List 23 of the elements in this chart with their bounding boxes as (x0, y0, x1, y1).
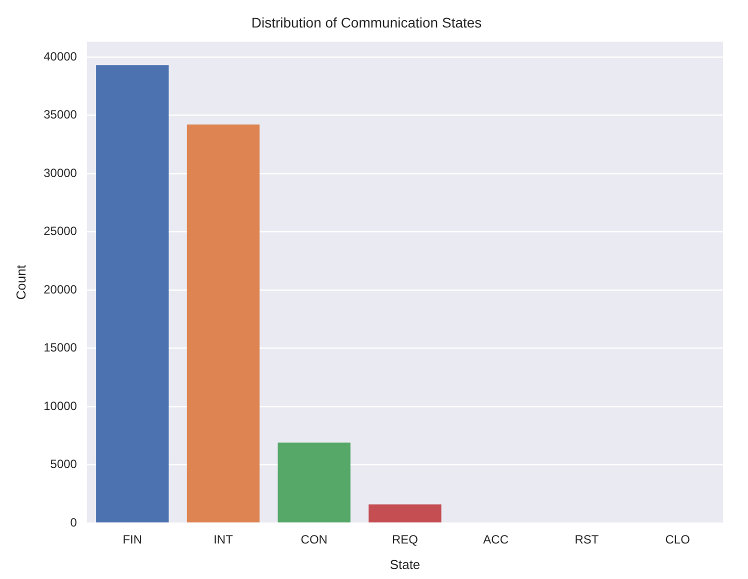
y-tick-label: 40000 (44, 49, 78, 64)
y-tick-label: 0 (70, 515, 78, 530)
x-tick-label: RST (574, 532, 600, 547)
bar (278, 442, 350, 522)
y-tick-label: 15000 (44, 340, 78, 355)
y-tick-label: 30000 (44, 166, 78, 180)
y-tick-label: 10000 (44, 398, 78, 413)
y-tick-label: 25000 (44, 224, 78, 238)
y-tick-label: 35000 (44, 108, 78, 122)
x-tick-label: FIN (122, 532, 142, 547)
y-tick-label: 20000 (44, 282, 78, 296)
x-tick-label: ACC (483, 532, 509, 547)
x-axis-title: State (390, 556, 420, 572)
y-tick-label: 5000 (50, 457, 78, 472)
chart-title: Distribution of Communication States (251, 14, 482, 30)
x-tick-label: CON (300, 532, 328, 547)
y-axis-title: Count (13, 264, 28, 300)
x-tick-label: CLO (665, 532, 690, 547)
x-tick-label: INT (214, 532, 234, 547)
bar (368, 504, 442, 522)
bar (186, 124, 260, 522)
x-tick-label: REQ (392, 532, 418, 547)
bar (96, 65, 169, 522)
